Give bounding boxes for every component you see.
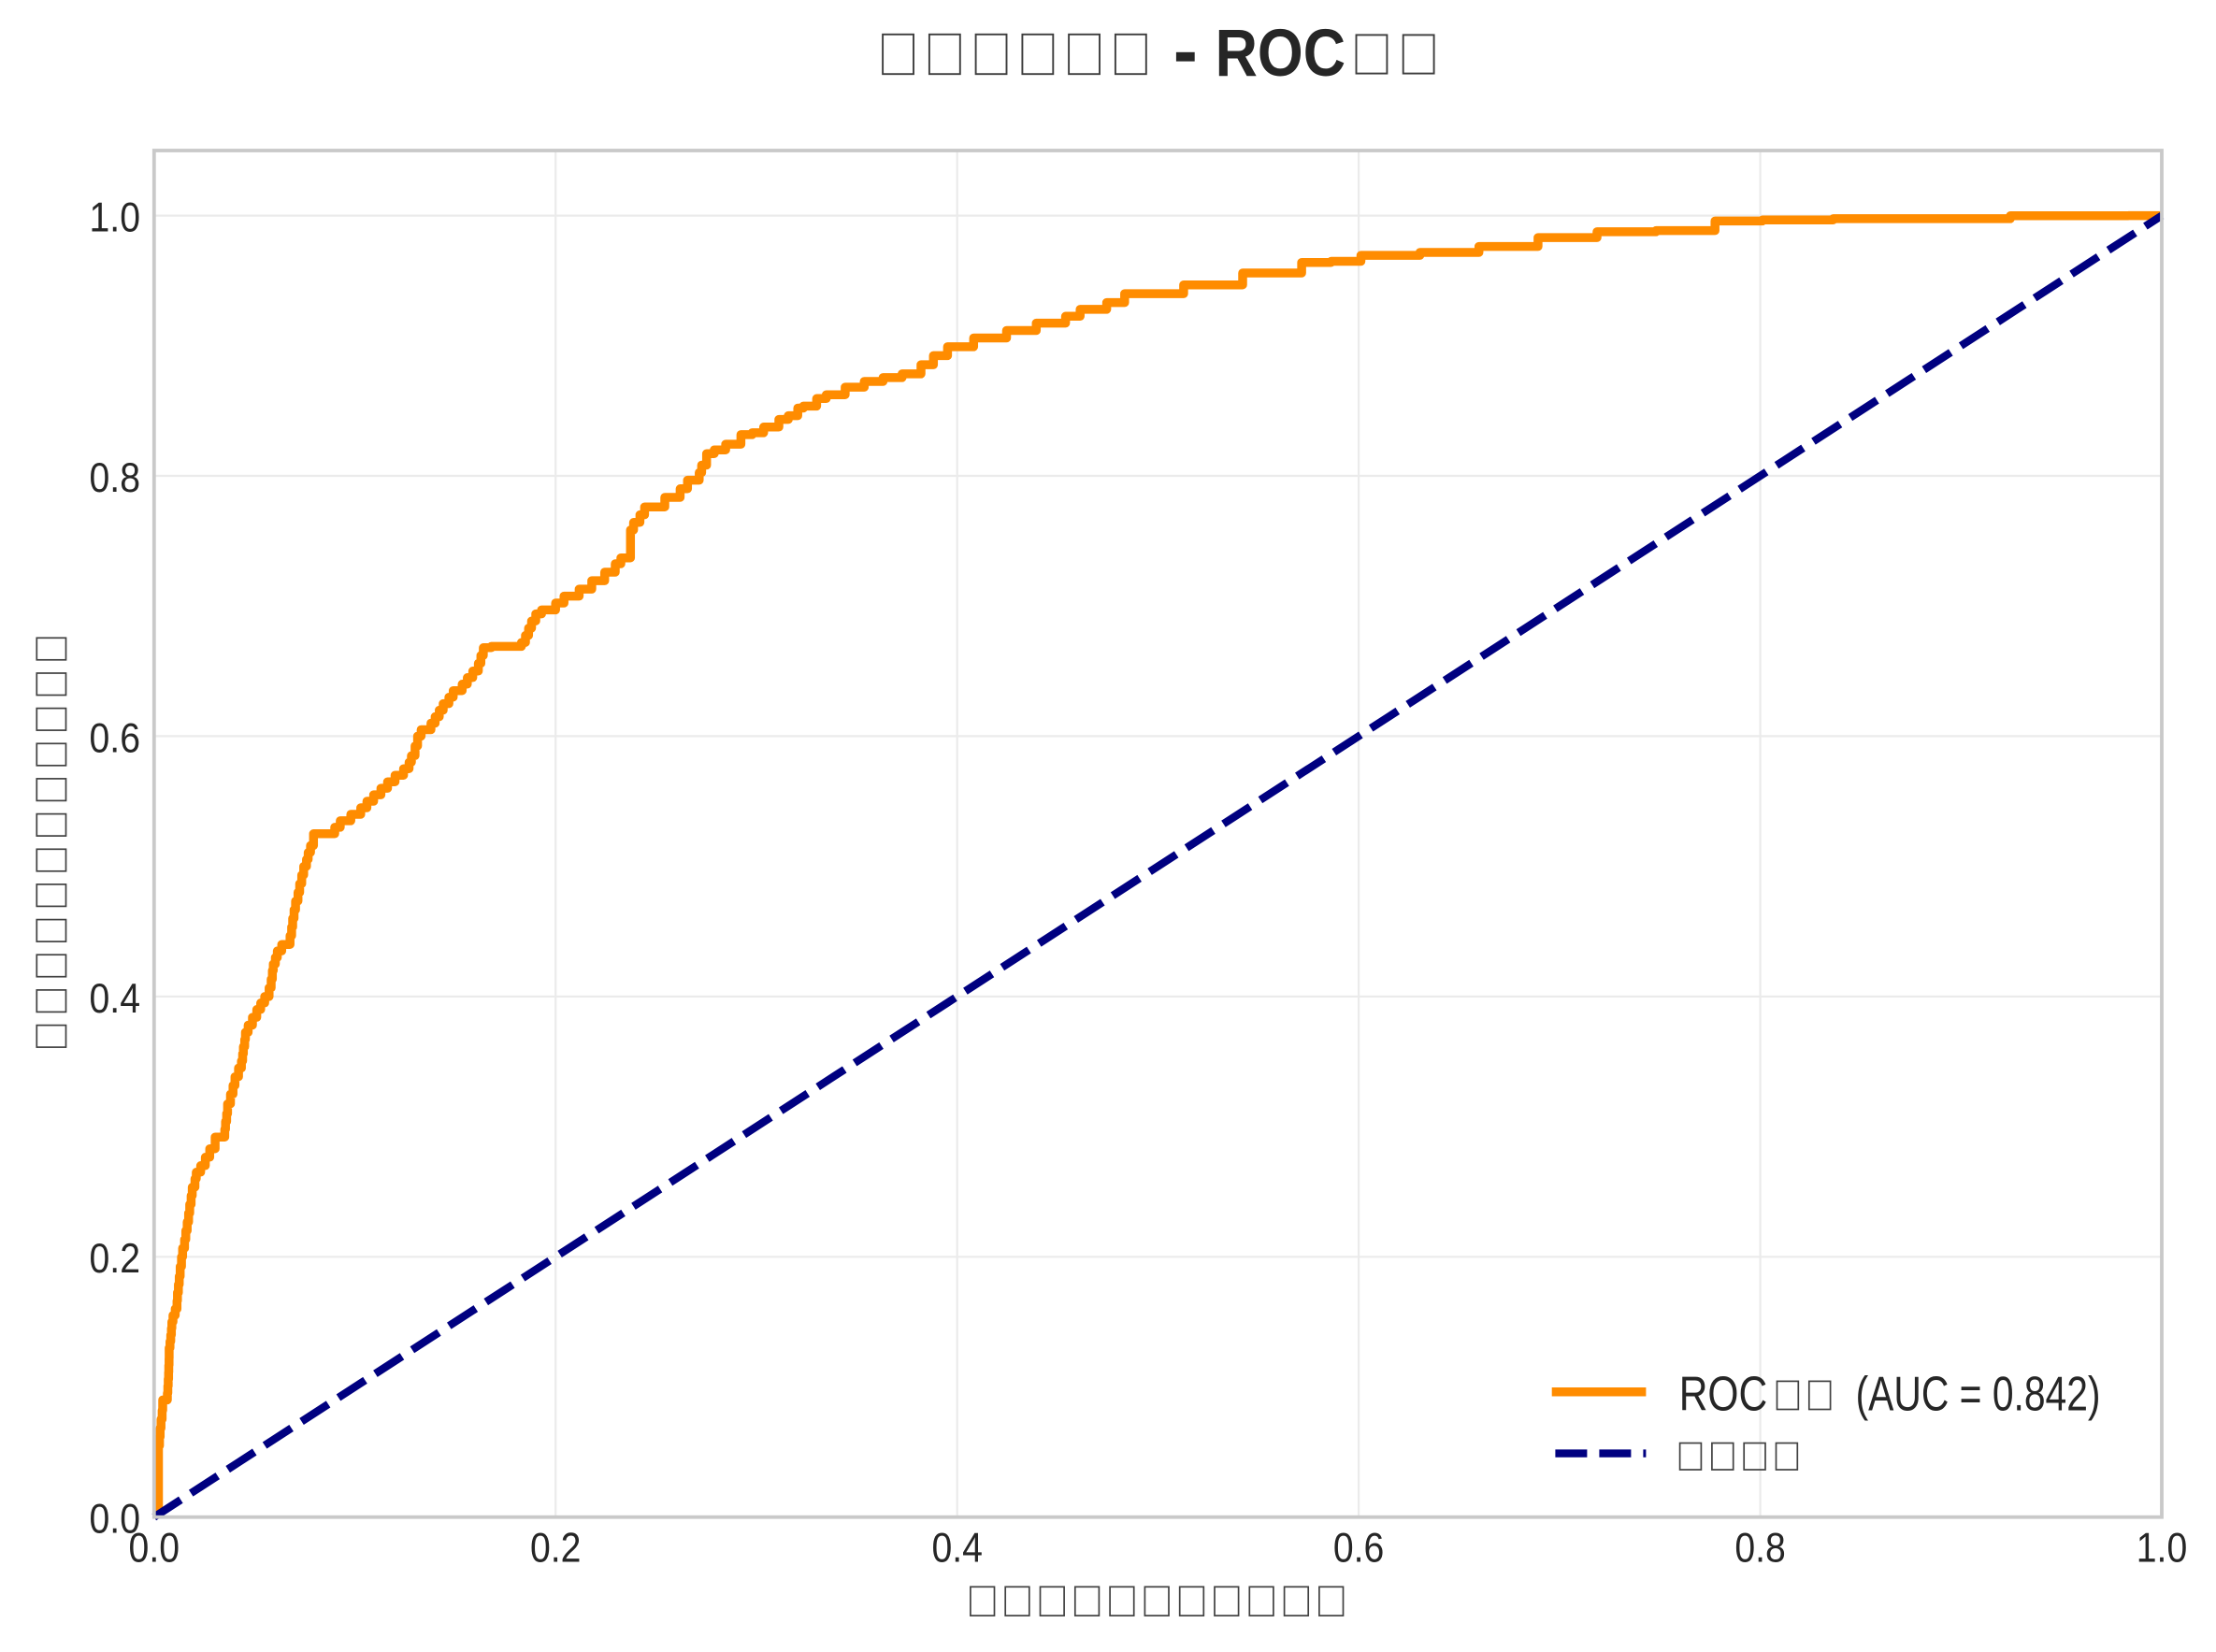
svg-text:0.8: 0.8 <box>90 455 141 501</box>
svg-text:ROC: ROC <box>1216 16 1345 91</box>
svg-text:0.2: 0.2 <box>90 1236 141 1282</box>
svg-text:(AUC = 0.842): (AUC = 0.842) <box>1856 1368 2101 1422</box>
svg-text:0.4: 0.4 <box>931 1526 983 1572</box>
svg-text:0.4: 0.4 <box>90 976 141 1022</box>
svg-text:0.6: 0.6 <box>90 715 141 761</box>
svg-text:ROC: ROC <box>1679 1368 1768 1422</box>
svg-text:0.0: 0.0 <box>90 1497 141 1543</box>
svg-text:0.2: 0.2 <box>530 1526 582 1572</box>
svg-text:0.8: 0.8 <box>1734 1526 1786 1572</box>
svg-text:0.0: 0.0 <box>129 1526 180 1572</box>
svg-text:0.6: 0.6 <box>1333 1526 1385 1572</box>
svg-text:1.0: 1.0 <box>2137 1526 2188 1572</box>
svg-text:1.0: 1.0 <box>90 195 141 241</box>
